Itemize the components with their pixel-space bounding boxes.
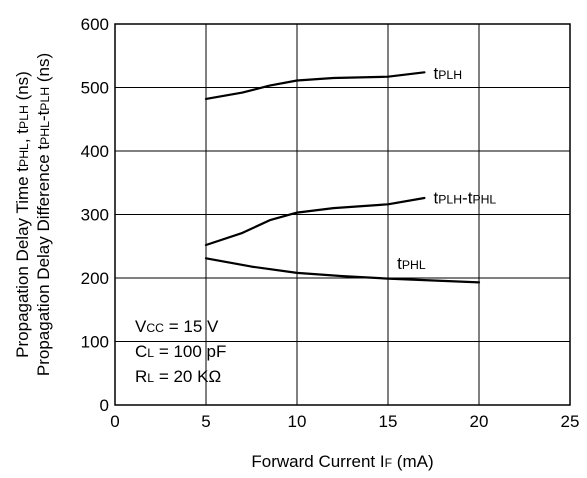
condition-line: VCC = 15 V <box>135 317 219 336</box>
y-tick-label: 400 <box>81 142 109 161</box>
x-axis-label-unit: (mA) <box>392 452 434 471</box>
y-tick-label: 500 <box>81 79 109 98</box>
y-axis-label-text: Propagation Delay Time t <box>13 167 32 358</box>
x-tick-label: 5 <box>201 412 210 431</box>
series-label-subscript: PLH <box>438 192 462 206</box>
condition-value: = 100 pF <box>154 342 226 361</box>
condition-value: = 15 V <box>164 317 219 336</box>
y-tick-label: 0 <box>100 396 109 415</box>
x-tick-label: 20 <box>470 412 489 431</box>
x-tick-label: 15 <box>379 412 398 431</box>
y-tick-label: 300 <box>81 206 109 225</box>
condition-subscript: CC <box>146 321 164 335</box>
series-label-subscript: PHL <box>472 192 496 206</box>
y-tick-label: 100 <box>81 333 109 352</box>
x-axis-label-subscript: F <box>385 456 392 470</box>
y-axis-label-text: (ns) <box>13 71 32 105</box>
series-label-tplh-tphl: tPLH-tPHL <box>434 188 497 207</box>
series-label-text: t <box>397 254 402 273</box>
series-label-subscript: PLH <box>438 68 462 82</box>
tick-labels: 0 5 10 15 20 25 0 100 200 300 400 500 600 <box>81 15 580 431</box>
x-tick-label: 0 <box>110 412 119 431</box>
series-label-tphl: tPHL <box>397 254 426 273</box>
series-label-tplh: tPLH <box>434 64 463 83</box>
x-tick-label: 25 <box>561 412 580 431</box>
y-tick-label: 600 <box>81 15 109 34</box>
plot-frame <box>114 23 571 406</box>
condition-subscript: L <box>147 346 154 360</box>
series-line-tplh <box>204 71 426 101</box>
condition-symbol: C <box>135 342 147 361</box>
condition-line: CL = 100 pF <box>135 342 226 361</box>
condition-symbol: R <box>135 367 147 386</box>
series-label-text: -t <box>462 188 473 207</box>
x-tick-label: 10 <box>288 412 307 431</box>
x-axis-label: Forward Current IF (mA) <box>251 452 433 471</box>
y-axis-label-text: Propagation Delay Difference t <box>34 145 53 376</box>
y-axis-label-text: , t <box>13 129 32 143</box>
y-axis-label: Propagation Delay Time tPHL, tPLH (ns)Pr… <box>13 53 53 376</box>
test-conditions: VCC = 15 V CL = 100 pF RL = 20 KΩ <box>135 317 226 386</box>
series-label-text: t <box>434 64 439 83</box>
series-label-subscript: PHL <box>402 258 426 272</box>
y-axis-label-text: -t <box>34 110 53 121</box>
condition-value: = 20 KΩ <box>154 367 221 386</box>
condition-subscript: L <box>147 371 154 385</box>
grid-lines <box>115 24 570 405</box>
y-axis-label-line: Propagation Delay Difference tPHL-tPLH (… <box>34 53 53 376</box>
series-line-tphl <box>204 257 481 284</box>
condition-line: RL = 20 KΩ <box>135 367 221 386</box>
y-tick-label: 200 <box>81 269 109 288</box>
series-label-text: t <box>434 188 439 207</box>
y-axis-label-text: (ns) <box>34 53 53 87</box>
x-axis-label-text: Forward Current I <box>251 452 384 471</box>
y-axis-label-line: Propagation Delay Time tPHL, tPLH (ns) <box>13 71 32 358</box>
condition-symbol: V <box>135 317 147 336</box>
y-axis-label-subscript: PLH <box>17 105 31 129</box>
y-axis-label-subscript: PLH <box>38 87 52 111</box>
y-axis-label-subscript: PHL <box>38 121 52 145</box>
y-axis-label-subscript: PHL <box>17 143 31 167</box>
series-line-tplh-tphl <box>204 196 426 247</box>
series-lines <box>204 71 481 284</box>
